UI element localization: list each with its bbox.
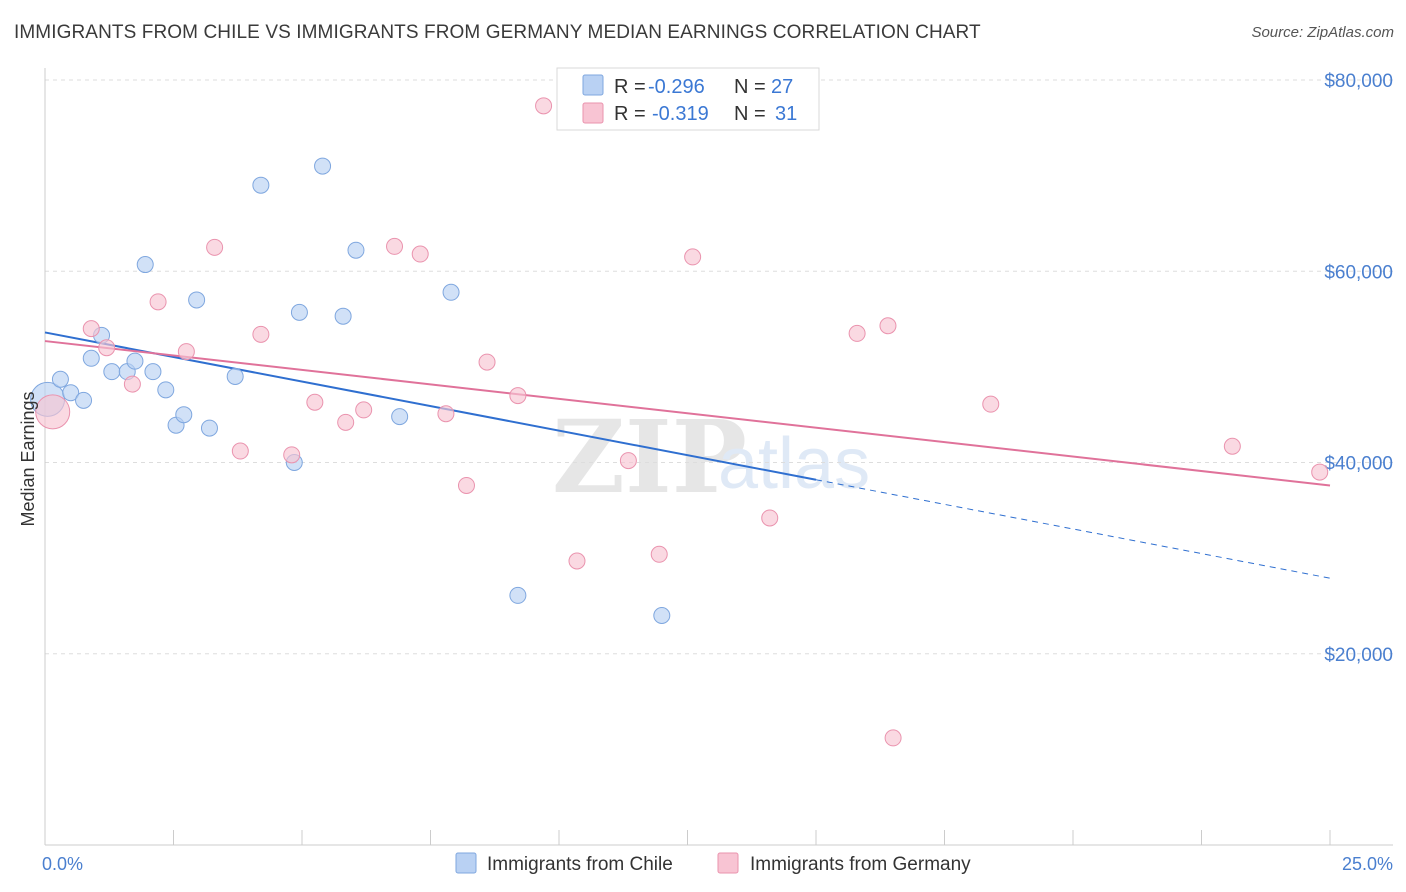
y-axis-title: Median Earnings [18, 391, 38, 526]
chile-point [62, 384, 80, 402]
y-tick-label: $20,000 [1324, 645, 1393, 666]
stats-box: R = -0.296 N = 27 R = -0.319 N = 31 [556, 67, 820, 131]
stats-n-label-chile: N = [734, 76, 766, 98]
chile-point [653, 607, 671, 624]
stats-r-value-germany: -0.319 [652, 103, 709, 125]
germany-point [355, 401, 373, 419]
chile-point [442, 283, 460, 301]
legend: Immigrants from Chile Immigrants from Ge… [455, 852, 971, 875]
germany-point [568, 552, 586, 570]
germany-point [35, 394, 71, 430]
chile-point [290, 303, 308, 321]
trend-line-germany [44, 340, 1331, 487]
germany-point [478, 353, 496, 371]
stats-n-label-germany: N = [734, 103, 766, 125]
germany-point [177, 343, 195, 361]
chile-point [509, 586, 527, 604]
germany-point [879, 317, 897, 335]
chile-point [82, 349, 100, 367]
germany-point [761, 509, 779, 527]
stats-n-value-germany: 31 [775, 103, 797, 125]
germany-point [535, 97, 553, 115]
germany-point [982, 395, 1000, 413]
source-label: Source: ZipAtlas.com [1251, 24, 1394, 41]
chile-point [391, 408, 409, 426]
legend-swatch-germany [717, 852, 739, 874]
chile-point [226, 367, 244, 385]
trend-line-chile-extrapolated [815, 479, 1331, 579]
trend-lines [44, 331, 1331, 579]
chile-point [314, 157, 332, 175]
chile-point [334, 307, 352, 325]
chile-point [157, 381, 175, 399]
germany-point [1311, 463, 1329, 481]
germany-point [82, 320, 100, 338]
y-tick-label: $60,000 [1324, 262, 1393, 283]
chile-point [188, 291, 206, 309]
germany-point [386, 237, 404, 255]
stats-r-label-chile: R = [614, 76, 646, 98]
chile-point [126, 352, 144, 370]
y-tick-label: $80,000 [1324, 71, 1393, 92]
legend-label-germany: Immigrants from Germany [750, 854, 971, 875]
germany-point [437, 405, 455, 423]
germany-point [98, 339, 116, 357]
germany-point [337, 413, 355, 431]
chile-point [103, 363, 121, 381]
chile-point [75, 391, 93, 409]
chile-point [136, 256, 154, 274]
stats-r-label-germany: R = [614, 103, 646, 125]
germany-point [231, 442, 249, 460]
legend-label-chile: Immigrants from Chile [487, 854, 673, 875]
grid [45, 79, 1393, 655]
chile-point [200, 419, 218, 437]
germany-point [457, 476, 475, 494]
data-points [30, 97, 1329, 747]
germany-point [283, 446, 301, 464]
germany-point [884, 729, 902, 747]
x-tick-label-max: 25.0% [1342, 854, 1393, 874]
germany-point [306, 393, 324, 411]
axes: $20,000 $40,000 $60,000 $80,000 0.0% 25.0% [42, 68, 1393, 874]
germany-point [619, 452, 637, 470]
watermark-atlas: atlas [718, 424, 870, 504]
trend-line-chile [44, 331, 817, 481]
chile-point [347, 241, 365, 259]
germany-point [650, 545, 668, 563]
germany-point [252, 325, 270, 343]
stats-swatch-germany [582, 102, 604, 124]
watermark-zip: ZIP [552, 398, 747, 516]
chart-title: IMMIGRANTS FROM CHILE VS IMMIGRANTS FROM… [14, 22, 981, 43]
germany-point [848, 324, 866, 342]
germany-point [684, 248, 702, 266]
germany-point [123, 375, 141, 393]
chile-point [252, 176, 270, 194]
x-tick-label-min: 0.0% [42, 854, 83, 874]
chile-point [51, 370, 69, 388]
germany-point [411, 245, 429, 263]
germany-point [149, 293, 167, 311]
germany-point [1223, 437, 1241, 455]
stats-swatch-chile [582, 74, 604, 96]
chile-point [175, 406, 193, 424]
germany-point [509, 387, 527, 405]
chile-point [144, 363, 162, 381]
y-tick-label: $40,000 [1324, 454, 1393, 475]
germany-point [206, 238, 224, 256]
legend-swatch-chile [455, 852, 477, 874]
stats-r-value-chile: -0.296 [648, 76, 705, 98]
stats-n-value-chile: 27 [771, 76, 793, 98]
